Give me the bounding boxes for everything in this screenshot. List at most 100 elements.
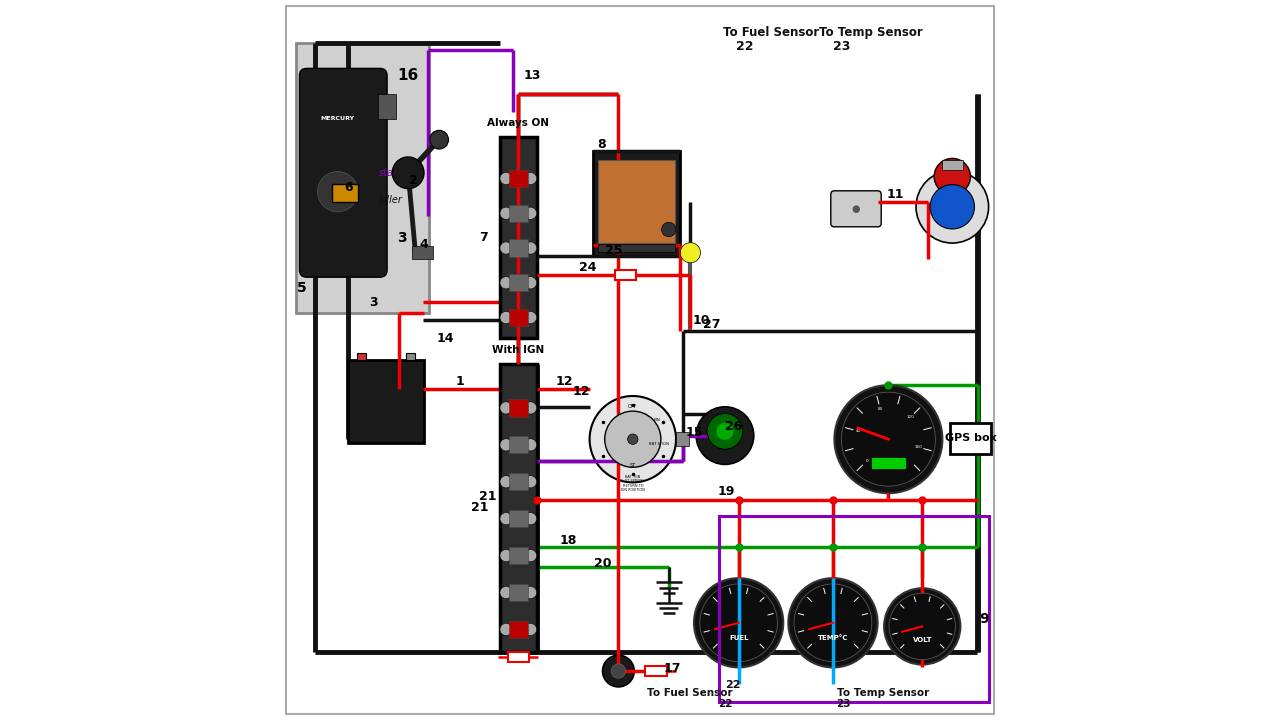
- Text: OFF: OFF: [628, 405, 637, 409]
- Circle shape: [794, 584, 872, 662]
- Text: GPS box: GPS box: [945, 433, 996, 444]
- Text: 7: 7: [479, 231, 488, 244]
- Circle shape: [525, 549, 536, 562]
- FancyBboxPatch shape: [831, 191, 881, 227]
- Circle shape: [525, 438, 536, 451]
- Text: 19: 19: [718, 485, 735, 498]
- FancyBboxPatch shape: [509, 621, 527, 638]
- Circle shape: [500, 513, 512, 525]
- Text: 22: 22: [726, 680, 741, 690]
- Text: 25: 25: [604, 244, 622, 257]
- Circle shape: [681, 243, 700, 263]
- Circle shape: [717, 423, 733, 440]
- Text: 14: 14: [436, 332, 454, 345]
- Circle shape: [500, 207, 512, 220]
- FancyBboxPatch shape: [509, 400, 527, 417]
- Circle shape: [662, 222, 676, 237]
- FancyBboxPatch shape: [300, 68, 387, 277]
- Text: 17: 17: [663, 662, 681, 675]
- Circle shape: [525, 312, 536, 324]
- FancyBboxPatch shape: [676, 432, 689, 446]
- Text: TEMP°C: TEMP°C: [818, 636, 849, 642]
- Text: KIN: KIN: [653, 418, 660, 422]
- FancyBboxPatch shape: [508, 652, 529, 662]
- Text: VOLT: VOLT: [913, 636, 932, 643]
- FancyBboxPatch shape: [872, 457, 906, 469]
- Text: 10: 10: [692, 314, 710, 327]
- Circle shape: [525, 172, 536, 184]
- Circle shape: [525, 624, 536, 636]
- Text: ●: ●: [851, 204, 860, 214]
- Text: 160: 160: [914, 445, 922, 449]
- Circle shape: [696, 407, 754, 464]
- Text: 120: 120: [906, 415, 914, 420]
- Text: 16: 16: [397, 68, 419, 83]
- Text: 15: 15: [685, 426, 703, 438]
- Circle shape: [603, 655, 635, 687]
- Circle shape: [525, 586, 536, 598]
- Text: 40: 40: [856, 429, 861, 433]
- Text: 21: 21: [471, 501, 488, 514]
- Circle shape: [841, 392, 936, 486]
- Circle shape: [694, 578, 783, 667]
- Text: 6: 6: [344, 181, 353, 194]
- FancyBboxPatch shape: [509, 309, 527, 326]
- Circle shape: [500, 549, 512, 562]
- FancyBboxPatch shape: [614, 270, 636, 280]
- Circle shape: [627, 434, 637, 444]
- Circle shape: [934, 158, 970, 194]
- Text: 8: 8: [598, 138, 607, 150]
- FancyBboxPatch shape: [509, 436, 527, 454]
- Text: 0: 0: [865, 459, 868, 463]
- FancyBboxPatch shape: [296, 43, 429, 313]
- Text: BAT, IGN
& ST SPRING
RETURN TO
KIN POSITION: BAT, IGN & ST SPRING RETURN TO KIN POSIT…: [621, 474, 645, 492]
- Circle shape: [500, 438, 512, 451]
- Circle shape: [430, 130, 448, 149]
- FancyBboxPatch shape: [509, 584, 527, 601]
- FancyBboxPatch shape: [598, 244, 676, 252]
- Text: killer: killer: [379, 195, 402, 204]
- Circle shape: [590, 396, 676, 482]
- FancyBboxPatch shape: [509, 170, 527, 187]
- Text: With IGN: With IGN: [493, 345, 544, 355]
- Text: Always ON: Always ON: [488, 118, 549, 128]
- FancyBboxPatch shape: [598, 160, 676, 243]
- Circle shape: [317, 171, 358, 212]
- Text: 3: 3: [398, 230, 407, 245]
- Text: 27: 27: [703, 318, 721, 330]
- Text: 1: 1: [456, 375, 465, 388]
- Circle shape: [500, 242, 512, 254]
- Text: 3: 3: [370, 296, 378, 309]
- FancyBboxPatch shape: [950, 423, 992, 454]
- Circle shape: [931, 184, 974, 229]
- Text: 13: 13: [524, 69, 540, 82]
- Text: BAT & IGN: BAT & IGN: [649, 441, 668, 446]
- Text: 23: 23: [833, 40, 850, 53]
- Text: 20: 20: [594, 557, 612, 570]
- Circle shape: [604, 411, 660, 467]
- Circle shape: [835, 385, 942, 493]
- Text: 4: 4: [420, 238, 429, 251]
- FancyBboxPatch shape: [379, 94, 397, 119]
- Text: To Temp Sensor
23: To Temp Sensor 23: [837, 688, 929, 709]
- Text: 24: 24: [580, 261, 596, 274]
- Text: MERCURY: MERCURY: [320, 117, 355, 121]
- FancyBboxPatch shape: [285, 6, 995, 714]
- Text: To Fuel Sensor: To Fuel Sensor: [723, 26, 819, 39]
- FancyBboxPatch shape: [645, 666, 667, 676]
- Text: 9: 9: [979, 612, 989, 626]
- Circle shape: [500, 586, 512, 598]
- FancyBboxPatch shape: [332, 184, 358, 202]
- Circle shape: [393, 157, 424, 189]
- Text: 12: 12: [556, 375, 573, 388]
- FancyBboxPatch shape: [509, 204, 527, 222]
- Text: 18: 18: [559, 534, 577, 546]
- FancyBboxPatch shape: [593, 151, 680, 256]
- FancyBboxPatch shape: [357, 353, 366, 360]
- Text: 5: 5: [297, 281, 306, 295]
- Circle shape: [500, 402, 512, 414]
- FancyBboxPatch shape: [412, 246, 434, 259]
- Text: 2: 2: [408, 174, 417, 186]
- Text: 21: 21: [479, 490, 497, 503]
- Circle shape: [916, 171, 988, 243]
